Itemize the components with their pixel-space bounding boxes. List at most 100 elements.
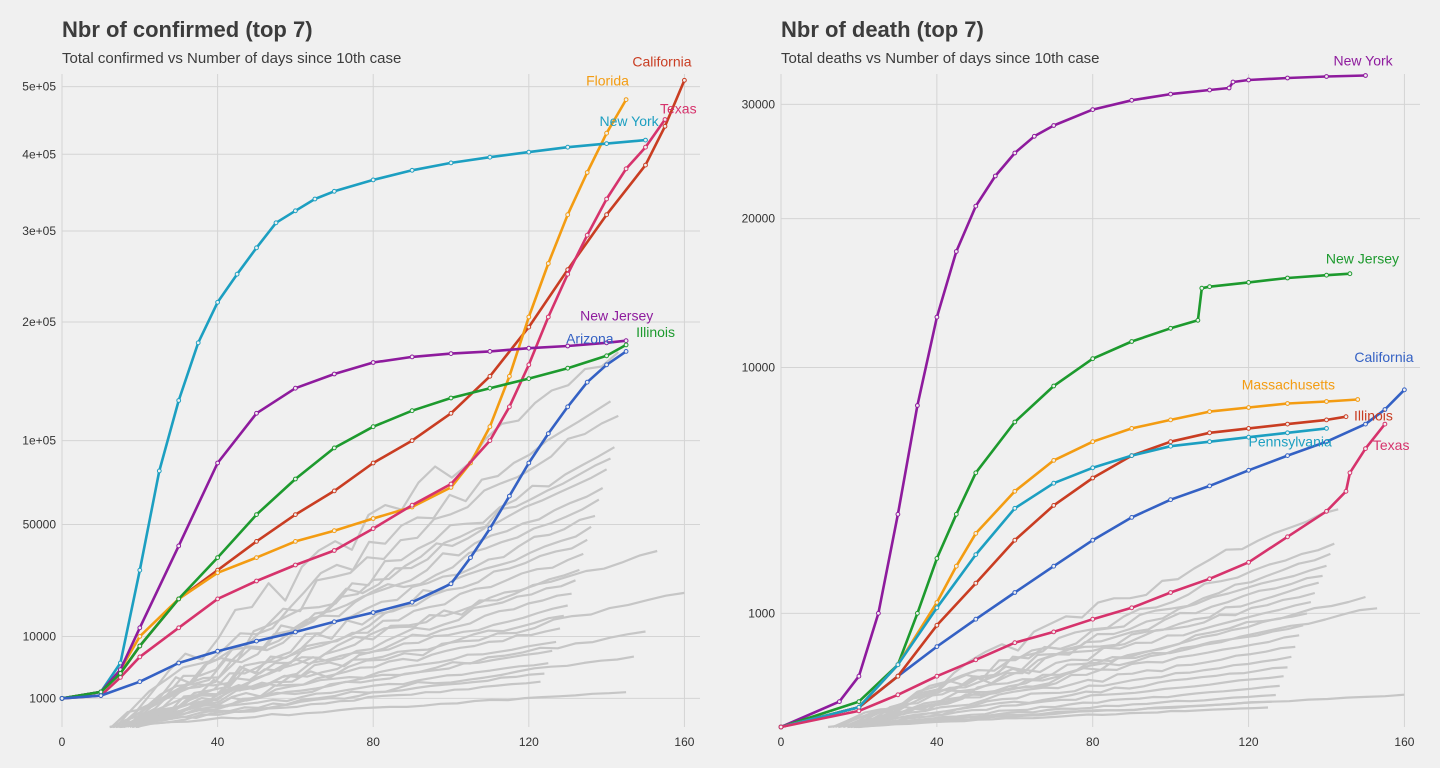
series-point <box>1012 590 1018 595</box>
series-point <box>254 245 259 251</box>
series-point <box>565 144 571 150</box>
series-point <box>565 212 571 218</box>
series-point <box>895 673 901 679</box>
series-point <box>409 167 415 173</box>
y-tick-label: 30000 <box>742 97 776 111</box>
series-point <box>1031 133 1037 139</box>
series-point <box>1090 107 1096 112</box>
series-point <box>137 654 143 660</box>
series-point <box>215 299 221 305</box>
series-point <box>1347 470 1353 476</box>
series-point <box>778 724 784 730</box>
series-point <box>526 324 532 330</box>
series-point <box>1207 430 1213 436</box>
series-label: Illinois <box>1354 408 1393 424</box>
series-point <box>1382 407 1388 412</box>
series-point <box>623 166 629 172</box>
y-tick-label: 1000 <box>748 606 775 620</box>
series-point <box>1012 419 1018 425</box>
series-point <box>1246 405 1251 410</box>
y-tick-label: 20000 <box>742 212 776 226</box>
series-point <box>604 362 609 368</box>
series-point <box>837 699 842 704</box>
background-series <box>109 351 685 729</box>
series-point <box>1324 417 1329 423</box>
series-point <box>293 476 298 482</box>
series-point <box>895 662 901 668</box>
series-point <box>1246 426 1251 431</box>
series-point <box>1343 414 1349 420</box>
series-point <box>1324 426 1329 431</box>
series-point <box>331 371 337 377</box>
series-point <box>487 424 493 430</box>
x-tick-label: 120 <box>519 735 539 749</box>
x-tick-label: 160 <box>674 735 694 749</box>
background-series-line <box>120 604 568 729</box>
series-point <box>1363 446 1368 452</box>
y-tick-label: 1000 <box>29 691 56 705</box>
series-point <box>953 511 959 517</box>
series-line-new-jersey <box>779 272 1352 729</box>
x-tick-label: 120 <box>1239 735 1259 749</box>
series-point <box>215 596 221 602</box>
series-point <box>1168 497 1174 503</box>
series-point <box>234 271 240 277</box>
series-label: New York <box>1334 53 1394 69</box>
series-point <box>604 340 609 346</box>
series-point <box>1168 417 1174 423</box>
background-series-line <box>117 468 608 728</box>
background-series-line <box>837 675 1284 729</box>
series-point <box>1168 439 1174 445</box>
series-point <box>1090 356 1096 362</box>
series-label: Texas <box>1373 437 1410 453</box>
series-point <box>331 548 337 553</box>
y-tick-label: 10000 <box>742 361 776 375</box>
series-point <box>370 460 376 466</box>
y-tick-label: 1e+05 <box>22 434 56 448</box>
series-point <box>1207 87 1213 93</box>
series-point <box>682 77 687 83</box>
series-point <box>59 696 65 701</box>
series-line-texas <box>779 422 1387 729</box>
x-tick-label: 80 <box>1086 735 1100 749</box>
series-point <box>137 634 143 639</box>
series-point <box>934 556 940 561</box>
series-point <box>643 162 648 168</box>
series-point <box>973 552 979 557</box>
background-series-line <box>135 457 611 728</box>
series-point <box>176 398 182 403</box>
y-tick-label: 10000 <box>23 629 57 643</box>
series-point <box>1129 453 1135 459</box>
series-point <box>254 410 259 416</box>
series-point <box>1090 616 1096 622</box>
series-point <box>526 362 532 368</box>
series-point <box>1207 409 1213 415</box>
series-point <box>195 340 201 346</box>
series-point <box>643 144 648 150</box>
series-point <box>215 460 221 466</box>
series-point <box>215 570 221 576</box>
series-label: Pennsylvania <box>1249 433 1332 449</box>
series-point <box>973 203 979 209</box>
series-point <box>1129 97 1135 103</box>
series-point <box>370 177 376 183</box>
axes: 0 40 80 120 160 1000 10000 50000 1e+05 2e+05 3e+05… <box>22 80 694 749</box>
series-point <box>1129 515 1135 520</box>
series-label: Illinois <box>636 324 675 340</box>
series-point <box>1246 434 1251 440</box>
series-point <box>1051 480 1057 486</box>
series-point <box>565 365 571 371</box>
series-point <box>1199 285 1205 291</box>
y-tick-label: 3e+05 <box>22 224 56 238</box>
series-point <box>1246 559 1251 565</box>
series-point <box>409 354 415 360</box>
series-point <box>1051 503 1057 508</box>
series-point <box>331 445 337 451</box>
series-line-massachusetts <box>779 398 1359 729</box>
series-point <box>584 232 590 238</box>
background-series-line <box>853 706 1269 729</box>
x-tick-label: 0 <box>59 735 66 749</box>
axes: 0 40 80 120 160 1000 10000 20000 30000 <box>742 97 1415 749</box>
series-point <box>565 271 571 277</box>
series-point <box>176 596 182 602</box>
